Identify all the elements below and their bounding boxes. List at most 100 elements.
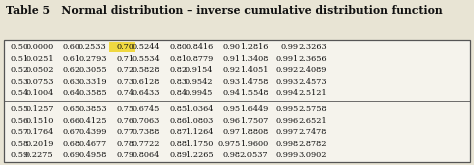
Text: 0.1004: 0.1004 <box>25 89 54 97</box>
Text: 0.78: 0.78 <box>116 140 134 148</box>
Text: 0.99: 0.99 <box>281 43 299 51</box>
Text: 0.5828: 0.5828 <box>131 66 160 74</box>
Text: 0.5534: 0.5534 <box>131 54 160 63</box>
Text: 0.83: 0.83 <box>169 78 187 85</box>
Text: 0.2793: 0.2793 <box>78 54 107 63</box>
Text: 0.59: 0.59 <box>10 151 28 159</box>
Text: 0.3055: 0.3055 <box>78 66 107 74</box>
Text: 0.8064: 0.8064 <box>131 151 160 159</box>
Text: 0.2275: 0.2275 <box>25 151 54 159</box>
Text: 0.51: 0.51 <box>10 54 28 63</box>
Text: 0.53: 0.53 <box>10 78 28 85</box>
Text: 0.52: 0.52 <box>10 66 28 74</box>
Text: 0.8416: 0.8416 <box>185 43 213 51</box>
Text: 1.1264: 1.1264 <box>185 129 213 136</box>
Text: 0.76: 0.76 <box>116 117 134 125</box>
Text: 0.82: 0.82 <box>169 66 187 74</box>
Text: 0.993: 0.993 <box>275 78 299 85</box>
Text: 0.1257: 0.1257 <box>25 105 54 114</box>
Text: 0.995: 0.995 <box>275 105 299 114</box>
Text: 0.69: 0.69 <box>63 151 81 159</box>
Text: 0.81: 0.81 <box>169 54 187 63</box>
Text: 1.3408: 1.3408 <box>240 54 268 63</box>
Text: 0.68: 0.68 <box>63 140 81 148</box>
Text: 0.997: 0.997 <box>275 129 299 136</box>
Text: 0.4677: 0.4677 <box>78 140 107 148</box>
Text: 0.50: 0.50 <box>10 43 28 51</box>
Text: 0.7388: 0.7388 <box>131 129 160 136</box>
Text: 0.6128: 0.6128 <box>131 78 160 85</box>
Text: 0.3319: 0.3319 <box>78 78 107 85</box>
Text: 0.66: 0.66 <box>63 117 81 125</box>
Text: 2.4573: 2.4573 <box>299 78 327 85</box>
Text: 1.5548: 1.5548 <box>240 89 268 97</box>
Text: 0.77: 0.77 <box>116 129 134 136</box>
Text: 1.4758: 1.4758 <box>240 78 268 85</box>
Text: 0.0251: 0.0251 <box>25 54 54 63</box>
Text: 0.3853: 0.3853 <box>78 105 107 114</box>
Text: 0.5244: 0.5244 <box>131 43 160 51</box>
Text: 0.80: 0.80 <box>169 43 187 51</box>
Text: 0.72: 0.72 <box>116 66 134 74</box>
Text: 0.73: 0.73 <box>116 78 134 85</box>
Text: 0.992: 0.992 <box>275 66 299 74</box>
Text: 0.58: 0.58 <box>10 140 28 148</box>
Text: 2.4089: 2.4089 <box>299 66 327 74</box>
Text: 0.6745: 0.6745 <box>131 105 160 114</box>
Text: 1.4051: 1.4051 <box>240 66 268 74</box>
Text: 2.5758: 2.5758 <box>299 105 327 114</box>
Text: 0.64: 0.64 <box>63 89 81 97</box>
Text: 0.89: 0.89 <box>169 151 187 159</box>
Text: 1.0803: 1.0803 <box>185 117 213 125</box>
Text: 0.61: 0.61 <box>63 54 81 63</box>
Text: 0.7063: 0.7063 <box>131 117 160 125</box>
Text: 0.75: 0.75 <box>116 105 134 114</box>
Text: 2.6521: 2.6521 <box>299 117 327 125</box>
Text: 0.1764: 0.1764 <box>25 129 54 136</box>
Text: 0.9542: 0.9542 <box>185 78 213 85</box>
Text: 1.2265: 1.2265 <box>185 151 213 159</box>
Text: 0.994: 0.994 <box>275 89 299 97</box>
Text: 0.9945: 0.9945 <box>185 89 213 97</box>
Text: 0.88: 0.88 <box>169 140 187 148</box>
Text: 0.4399: 0.4399 <box>78 129 107 136</box>
Text: 0.60: 0.60 <box>63 43 81 51</box>
Text: 0.65: 0.65 <box>63 105 81 114</box>
Text: 0.1510: 0.1510 <box>25 117 54 125</box>
Text: 0.67: 0.67 <box>63 129 81 136</box>
Text: 0.998: 0.998 <box>275 140 299 148</box>
FancyBboxPatch shape <box>109 42 135 52</box>
Text: 0.999: 0.999 <box>275 151 299 159</box>
Text: 0.93: 0.93 <box>223 78 241 85</box>
Text: Table 5   Normal distribution – inverse cumulative distribution function: Table 5 Normal distribution – inverse cu… <box>6 5 442 16</box>
Text: 0.62: 0.62 <box>63 66 81 74</box>
Text: 0.96: 0.96 <box>223 117 241 125</box>
Text: 0.3585: 0.3585 <box>78 89 107 97</box>
Text: 0.0000: 0.0000 <box>25 43 54 51</box>
Text: 0.56: 0.56 <box>10 117 28 125</box>
Text: 0.9154: 0.9154 <box>185 66 213 74</box>
Text: 0.92: 0.92 <box>223 66 241 74</box>
Text: 0.2533: 0.2533 <box>78 43 107 51</box>
Text: 0.7722: 0.7722 <box>131 140 160 148</box>
Text: 0.84: 0.84 <box>169 89 187 97</box>
Text: 0.71: 0.71 <box>116 54 134 63</box>
Text: 2.5121: 2.5121 <box>299 89 327 97</box>
Text: 0.94: 0.94 <box>223 89 241 97</box>
FancyBboxPatch shape <box>4 40 470 162</box>
Text: 0.90: 0.90 <box>223 43 241 51</box>
Text: 0.85: 0.85 <box>169 105 187 114</box>
Text: 0.86: 0.86 <box>169 117 187 125</box>
Text: 2.8782: 2.8782 <box>299 140 327 148</box>
Text: 0.91: 0.91 <box>223 54 241 63</box>
Text: 1.9600: 1.9600 <box>240 140 268 148</box>
Text: 1.7507: 1.7507 <box>240 117 268 125</box>
Text: 2.0537: 2.0537 <box>240 151 268 159</box>
Text: 0.0502: 0.0502 <box>25 66 54 74</box>
Text: 1.0364: 1.0364 <box>185 105 213 114</box>
Text: 1.6449: 1.6449 <box>240 105 268 114</box>
Text: 0.63: 0.63 <box>63 78 81 85</box>
Text: 0.79: 0.79 <box>116 151 134 159</box>
Text: 2.7478: 2.7478 <box>299 129 327 136</box>
Text: 3.0902: 3.0902 <box>299 151 327 159</box>
